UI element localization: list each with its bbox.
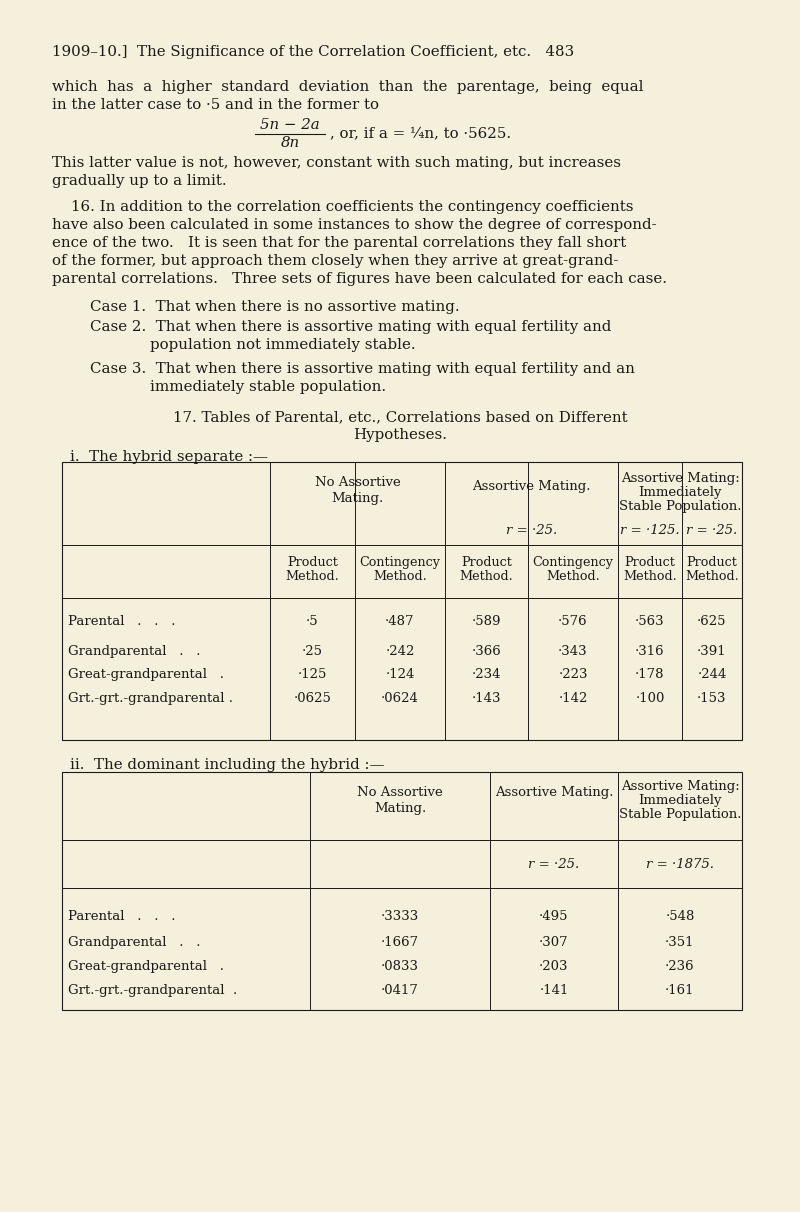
Text: Assortive Mating.: Assortive Mating. — [472, 480, 590, 493]
Text: ·495: ·495 — [539, 910, 569, 924]
Text: ·391: ·391 — [697, 645, 727, 658]
Text: Contingency: Contingency — [359, 556, 441, 568]
Text: 17. Tables of Parental, etc., Correlations based on Different: 17. Tables of Parental, etc., Correlatio… — [173, 410, 627, 424]
Text: Grt.-grt.-grandparental  .: Grt.-grt.-grandparental . — [68, 984, 238, 997]
Text: ·0833: ·0833 — [381, 960, 419, 973]
Text: ·351: ·351 — [666, 936, 694, 949]
Text: r = ·25.: r = ·25. — [506, 524, 557, 537]
Text: parental correlations.   Three sets of figures have been calculated for each cas: parental correlations. Three sets of fig… — [52, 271, 667, 286]
Text: ·236: ·236 — [665, 960, 695, 973]
Text: Grt.-grt.-grandparental .: Grt.-grt.-grandparental . — [68, 692, 233, 705]
Text: ·548: ·548 — [666, 910, 694, 924]
Text: Grandparental   .   .: Grandparental . . — [68, 645, 201, 658]
Text: Great-grandparental   .: Great-grandparental . — [68, 960, 224, 973]
Text: r = ·1875.: r = ·1875. — [646, 858, 714, 871]
Text: Parental   .   .   .: Parental . . . — [68, 614, 175, 628]
Text: ·0624: ·0624 — [381, 692, 419, 705]
Text: r = ·25.: r = ·25. — [686, 524, 738, 537]
Text: Method.: Method. — [460, 570, 514, 583]
Text: ·0625: ·0625 — [294, 692, 331, 705]
Text: ·234: ·234 — [472, 668, 502, 681]
Text: Grandparental   .   .: Grandparental . . — [68, 936, 201, 949]
Text: ·576: ·576 — [558, 614, 588, 628]
Text: r = ·125.: r = ·125. — [620, 524, 680, 537]
Text: ·0417: ·0417 — [381, 984, 419, 997]
Text: Case 3.  That when there is assortive mating with equal fertility and an: Case 3. That when there is assortive mat… — [90, 362, 635, 376]
Text: ·307: ·307 — [539, 936, 569, 949]
Text: Product: Product — [461, 556, 512, 568]
Text: Product: Product — [287, 556, 338, 568]
Text: ·563: ·563 — [635, 614, 665, 628]
Text: Immediately: Immediately — [638, 486, 722, 499]
Text: ·124: ·124 — [386, 668, 414, 681]
Text: ·143: ·143 — [472, 692, 502, 705]
Text: Method.: Method. — [373, 570, 427, 583]
Text: immediately stable population.: immediately stable population. — [150, 381, 386, 394]
Text: This latter value is not, however, constant with such mating, but increases: This latter value is not, however, const… — [52, 156, 621, 170]
Text: ·242: ·242 — [386, 645, 414, 658]
Text: ·141: ·141 — [539, 984, 569, 997]
Text: r = ·25.: r = ·25. — [528, 858, 580, 871]
Bar — [62, 462, 742, 741]
Text: Parental   .   .   .: Parental . . . — [68, 910, 175, 924]
Text: 1909–10.]  The Significance of the Correlation Coefficient, etc.   483: 1909–10.] The Significance of the Correl… — [52, 45, 574, 59]
Text: Case 2.  That when there is assortive mating with equal fertility and: Case 2. That when there is assortive mat… — [90, 320, 611, 335]
Text: Hypotheses.: Hypotheses. — [353, 428, 447, 442]
Text: ·100: ·100 — [635, 692, 665, 705]
Text: ·142: ·142 — [558, 692, 588, 705]
Text: Case 1.  That when there is no assortive mating.: Case 1. That when there is no assortive … — [90, 301, 460, 314]
Text: Great-grandparental   .: Great-grandparental . — [68, 668, 224, 681]
Text: Assortive Mating:: Assortive Mating: — [621, 471, 739, 485]
Text: gradually up to a limit.: gradually up to a limit. — [52, 175, 226, 188]
Text: in the latter case to ·5 and in the former to: in the latter case to ·5 and in the form… — [52, 98, 379, 112]
Text: ·487: ·487 — [386, 614, 414, 628]
Text: which  has  a  higher  standard  deviation  than  the  parentage,  being  equal: which has a higher standard deviation th… — [52, 80, 643, 95]
Text: Method.: Method. — [685, 570, 739, 583]
Text: Immediately: Immediately — [638, 794, 722, 807]
Text: ·223: ·223 — [558, 668, 588, 681]
Text: ii.  The dominant including the hybrid :—: ii. The dominant including the hybrid :— — [70, 758, 385, 772]
Text: Stable Population.: Stable Population. — [618, 501, 742, 513]
Text: ·244: ·244 — [698, 668, 726, 681]
Text: ·5: ·5 — [306, 614, 319, 628]
Text: Method.: Method. — [286, 570, 339, 583]
Text: ence of the two.   It is seen that for the parental correlations they fall short: ence of the two. It is seen that for the… — [52, 236, 626, 250]
Text: have also been calculated in some instances to show the degree of correspond-: have also been calculated in some instan… — [52, 218, 657, 231]
Text: i.  The hybrid separate :—: i. The hybrid separate :— — [70, 450, 268, 464]
Text: ·366: ·366 — [472, 645, 502, 658]
Text: Assortive Mating.: Assortive Mating. — [494, 787, 614, 799]
Text: Stable Population.: Stable Population. — [618, 808, 742, 821]
Text: ·161: ·161 — [666, 984, 694, 997]
Text: ·343: ·343 — [558, 645, 588, 658]
Text: ·589: ·589 — [472, 614, 502, 628]
Text: Mating.: Mating. — [331, 492, 384, 505]
Text: ·316: ·316 — [635, 645, 665, 658]
Text: ·25: ·25 — [302, 645, 323, 658]
Text: of the former, but approach them closely when they arrive at great-grand-: of the former, but approach them closely… — [52, 255, 618, 268]
Text: ·178: ·178 — [635, 668, 665, 681]
Text: ·125: ·125 — [298, 668, 327, 681]
Text: Contingency: Contingency — [533, 556, 614, 568]
Text: Method.: Method. — [546, 570, 600, 583]
Text: ·3333: ·3333 — [381, 910, 419, 924]
Bar — [62, 772, 742, 1010]
Text: 5n − 2a: 5n − 2a — [260, 118, 320, 132]
Text: No Assortive: No Assortive — [314, 476, 400, 488]
Text: Product: Product — [625, 556, 675, 568]
Text: 8n: 8n — [281, 136, 299, 150]
Text: Mating.: Mating. — [374, 802, 426, 814]
Text: ·625: ·625 — [698, 614, 726, 628]
Text: No Assortive: No Assortive — [357, 787, 443, 799]
Text: population not immediately stable.: population not immediately stable. — [150, 338, 416, 351]
Text: ·1667: ·1667 — [381, 936, 419, 949]
Text: Product: Product — [686, 556, 738, 568]
Text: Assortive Mating:: Assortive Mating: — [621, 781, 739, 793]
Text: 16. In addition to the correlation coefficients the contingency coefficients: 16. In addition to the correlation coeff… — [52, 200, 634, 215]
Text: Method.: Method. — [623, 570, 677, 583]
Text: , or, if a = ¼n, to ·5625.: , or, if a = ¼n, to ·5625. — [330, 126, 511, 141]
Text: ·203: ·203 — [539, 960, 569, 973]
Text: ·153: ·153 — [698, 692, 726, 705]
